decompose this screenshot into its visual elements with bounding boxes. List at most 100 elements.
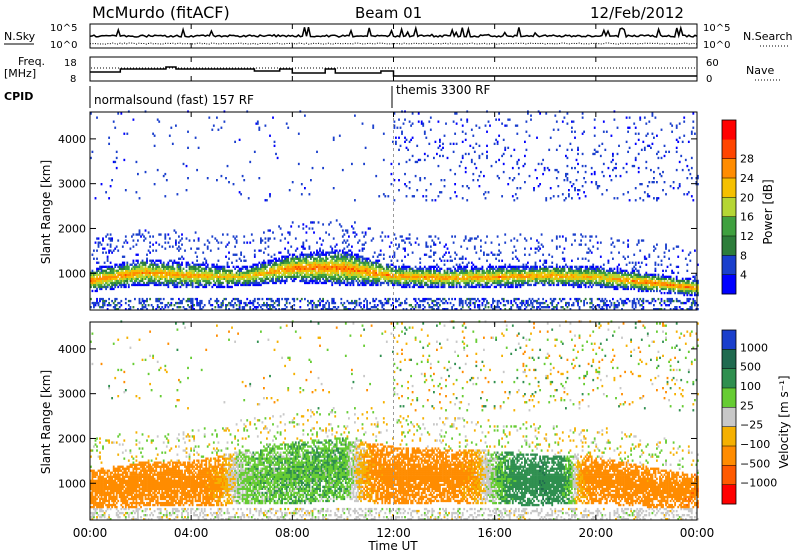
power-cell bbox=[184, 275, 186, 279]
power-cell bbox=[561, 297, 564, 301]
power-cell bbox=[436, 277, 438, 281]
power-cell bbox=[498, 277, 501, 281]
power-cell bbox=[106, 257, 109, 260]
power-cell bbox=[147, 281, 150, 285]
power-cell bbox=[313, 275, 315, 279]
power-cell bbox=[305, 253, 308, 256]
power-cell bbox=[563, 257, 566, 260]
power-cell bbox=[401, 259, 403, 262]
power-cell bbox=[253, 267, 256, 271]
power-cell bbox=[382, 267, 385, 271]
power-cell bbox=[369, 267, 372, 271]
power-cell bbox=[272, 231, 274, 234]
power-cell bbox=[414, 277, 417, 281]
power-cell bbox=[164, 273, 167, 277]
power-cell bbox=[216, 297, 218, 301]
power-cell bbox=[255, 122, 258, 125]
power-cell bbox=[244, 279, 247, 283]
power-cell bbox=[171, 245, 174, 248]
power-cell bbox=[414, 275, 417, 279]
power-cell bbox=[451, 259, 454, 262]
power-cell bbox=[102, 273, 104, 277]
power-cell bbox=[516, 162, 519, 166]
power-cell bbox=[423, 253, 426, 256]
power-cell bbox=[310, 267, 312, 271]
power-cell bbox=[385, 271, 388, 275]
power-cell bbox=[263, 281, 265, 285]
power-cell bbox=[464, 132, 467, 135]
power-cell bbox=[141, 271, 144, 275]
power-cell bbox=[178, 271, 180, 275]
power-cell bbox=[411, 285, 414, 289]
power-cell bbox=[537, 162, 540, 166]
power-cell bbox=[156, 118, 159, 121]
power-cell bbox=[566, 177, 569, 180]
power-cell bbox=[310, 221, 312, 224]
power-cell bbox=[261, 277, 264, 281]
power-cell bbox=[504, 304, 507, 307]
power-cell bbox=[366, 304, 369, 307]
power-cell bbox=[445, 273, 447, 277]
power-cell bbox=[407, 273, 410, 277]
power-cell bbox=[405, 308, 408, 311]
power-cell bbox=[234, 297, 237, 301]
power-cell bbox=[372, 124, 375, 127]
power-cell bbox=[276, 277, 279, 281]
power-cell bbox=[264, 199, 267, 202]
power-cell bbox=[147, 249, 150, 252]
power-cell bbox=[346, 279, 349, 283]
power-cell bbox=[187, 271, 189, 275]
power-cell bbox=[296, 247, 299, 250]
power-cell bbox=[191, 299, 194, 303]
power-cell bbox=[256, 283, 259, 287]
power-cell bbox=[425, 283, 428, 287]
power-cell bbox=[291, 263, 294, 266]
power-cell bbox=[414, 160, 417, 164]
power-cell bbox=[382, 132, 385, 135]
power-cell bbox=[446, 271, 449, 275]
power-cell bbox=[422, 285, 425, 289]
power-cell bbox=[414, 271, 417, 275]
power-cell bbox=[171, 271, 174, 275]
power-cell bbox=[348, 275, 350, 279]
power-cell bbox=[513, 299, 516, 303]
power-cell bbox=[524, 162, 526, 166]
power-cell bbox=[328, 223, 331, 226]
power-cell bbox=[322, 269, 325, 273]
power-cell bbox=[443, 285, 446, 289]
power-cell bbox=[346, 277, 349, 281]
power-cell bbox=[433, 285, 435, 289]
power-cell bbox=[478, 299, 481, 303]
power-cell bbox=[253, 281, 256, 285]
power-cell bbox=[209, 269, 212, 273]
power-cell bbox=[208, 279, 211, 283]
power-cell bbox=[170, 281, 173, 285]
power-cell bbox=[382, 275, 385, 279]
power-cell bbox=[419, 257, 422, 260]
power-cell bbox=[419, 267, 422, 271]
power-cell bbox=[114, 126, 117, 129]
power-cell bbox=[108, 277, 111, 281]
power-cell bbox=[458, 285, 461, 289]
power-cell bbox=[267, 237, 270, 240]
power-cell bbox=[152, 243, 155, 246]
power-cell bbox=[208, 267, 211, 271]
power-cell bbox=[250, 265, 253, 269]
power-cell bbox=[566, 122, 569, 125]
power-cell bbox=[120, 299, 123, 303]
power-cell bbox=[590, 166, 593, 170]
power-cell bbox=[341, 273, 344, 277]
power-cell bbox=[118, 301, 121, 305]
power-cell bbox=[127, 265, 130, 269]
power-cell bbox=[127, 283, 130, 287]
power-cell bbox=[178, 245, 180, 248]
power-cell bbox=[583, 299, 586, 303]
power-cell bbox=[302, 253, 305, 256]
power-cell bbox=[426, 283, 429, 287]
power-cell bbox=[404, 118, 406, 121]
power-cell bbox=[449, 142, 452, 146]
power-cell bbox=[278, 265, 281, 269]
power-cell bbox=[187, 263, 189, 266]
power-cell bbox=[369, 265, 372, 269]
power-cell bbox=[320, 261, 323, 264]
